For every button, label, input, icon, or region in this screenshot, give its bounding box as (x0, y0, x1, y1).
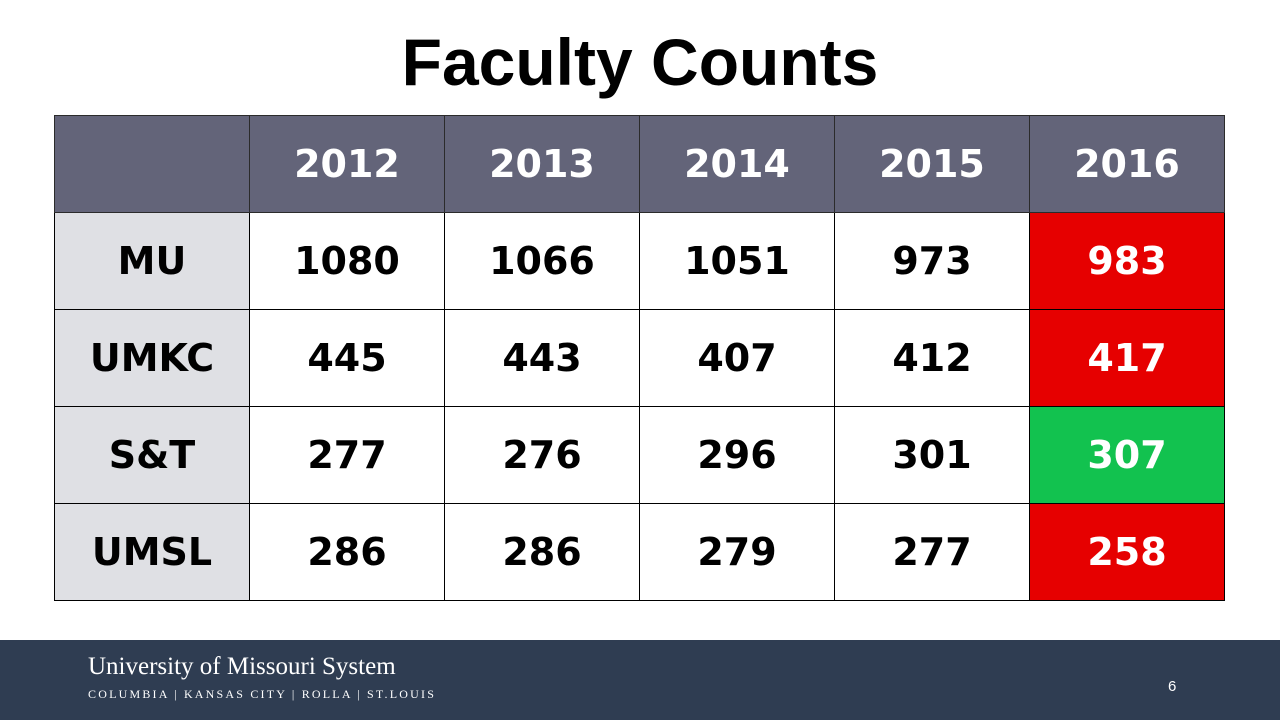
count-cell: 1051 (639, 212, 835, 310)
year-header: 2014 (639, 115, 835, 213)
table-row: S&T 277 276 296 301 307 (54, 406, 1225, 504)
table-row: UMSL 286 286 279 277 258 (54, 503, 1225, 601)
university-logo-text: University of Missouri System (88, 653, 396, 680)
count-cell: 279 (639, 503, 835, 601)
count-cell: 412 (834, 309, 1030, 407)
campus-label: UMKC (54, 309, 250, 407)
page-number: 6 (1168, 678, 1177, 695)
count-cell-2016: 417 (1029, 309, 1225, 407)
year-header: 2016 (1029, 115, 1225, 213)
campus-label: S&T (54, 406, 250, 504)
corner-cell (54, 115, 250, 213)
table-row: MU 1080 1066 1051 973 983 (54, 212, 1225, 310)
count-cell: 973 (834, 212, 1030, 310)
campus-label: MU (54, 212, 250, 310)
count-cell-2016: 983 (1029, 212, 1225, 310)
year-header: 2015 (834, 115, 1030, 213)
count-cell: 407 (639, 309, 835, 407)
year-header: 2012 (249, 115, 445, 213)
count-cell: 277 (834, 503, 1030, 601)
header-row: 2012 2013 2014 2015 2016 (54, 115, 1225, 213)
table-row: UMKC 445 443 407 412 417 (54, 309, 1225, 407)
count-cell: 296 (639, 406, 835, 504)
campus-list: COLUMBIA | KANSAS CITY | ROLLA | ST.LOUI… (88, 687, 437, 701)
count-cell: 286 (249, 503, 445, 601)
count-cell: 1080 (249, 212, 445, 310)
count-cell-2016: 307 (1029, 406, 1225, 504)
count-cell: 301 (834, 406, 1030, 504)
count-cell: 276 (444, 406, 640, 504)
faculty-counts-table: 2012 2013 2014 2015 2016 MU 1080 1066 10… (54, 115, 1225, 601)
year-header: 2013 (444, 115, 640, 213)
count-cell: 445 (249, 309, 445, 407)
footer-bar: University of Missouri System COLUMBIA |… (0, 640, 1280, 720)
campus-label: UMSL (54, 503, 250, 601)
count-cell: 1066 (444, 212, 640, 310)
count-cell: 443 (444, 309, 640, 407)
count-cell-2016: 258 (1029, 503, 1225, 601)
count-cell: 286 (444, 503, 640, 601)
slide-title: Faculty Counts (401, 25, 879, 99)
count-cell: 277 (249, 406, 445, 504)
